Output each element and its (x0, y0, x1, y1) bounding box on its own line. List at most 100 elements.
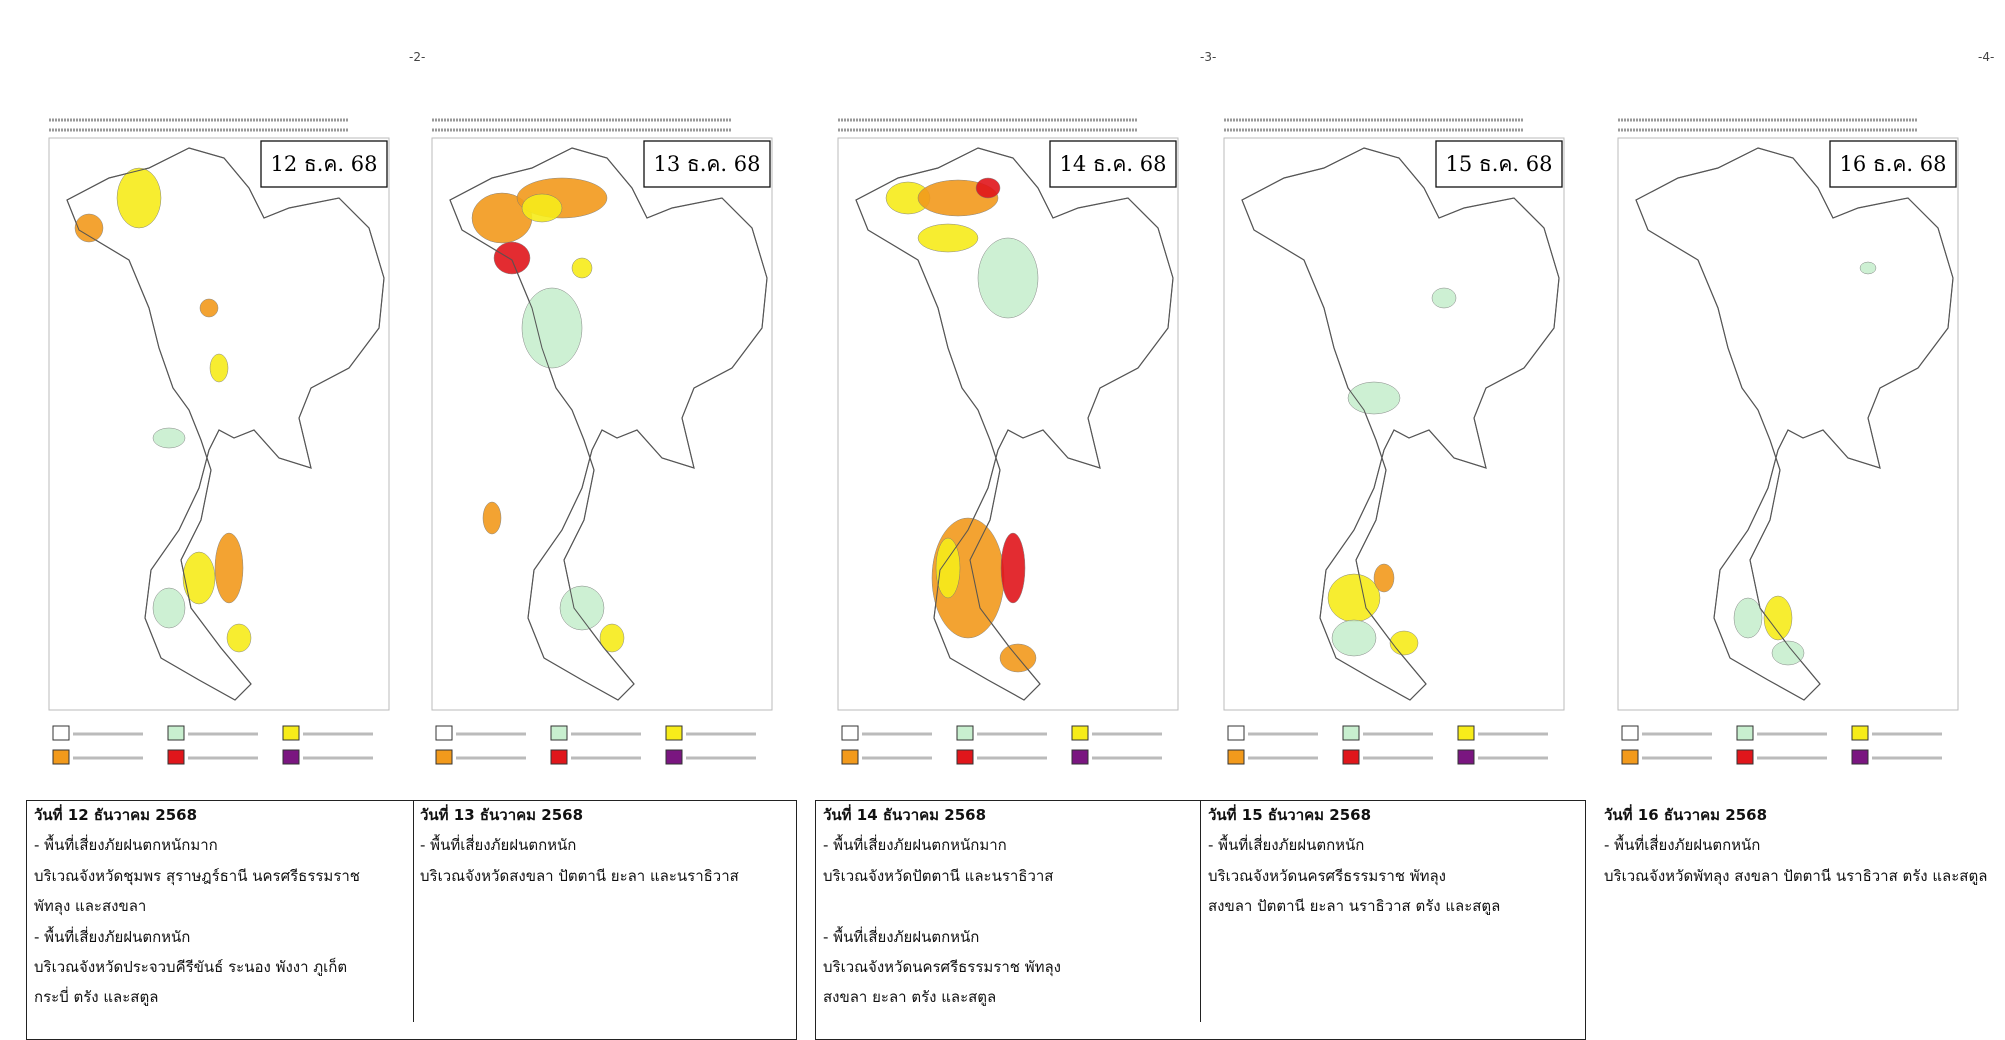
risk-area (975, 177, 1001, 199)
risk-area (116, 167, 162, 229)
legend-swatch (167, 749, 185, 765)
legend-swatch (1071, 749, 1089, 765)
risk-area (152, 587, 186, 629)
legend-swatch (167, 725, 185, 741)
risk-text: บริเวณจังหวัดปัตตานี และนราธิวาส (823, 866, 1054, 885)
date-box (1049, 140, 1177, 188)
legend-swatch (435, 725, 453, 741)
legend-swatch (1342, 749, 1360, 765)
day-column: วันที่ 12 ธันวาคม 2568 - พื้นที่เสี่ยงภัย… (34, 800, 360, 1013)
risk-text: - พื้นที่เสี่ยงภัยฝนตกหนักมาก (823, 836, 1007, 855)
legend-swatch (1457, 749, 1475, 765)
risk-area (1771, 640, 1805, 666)
risk-text: บริเวณจังหวัดนครศรีธรรมราช พัทลุง (1208, 866, 1447, 885)
day-column: วันที่ 15 ธันวาคม 2568 - พื้นที่เสี่ยงภัย… (1208, 800, 1500, 922)
legend-swatch (956, 749, 974, 765)
page-number: -3- (1200, 50, 1217, 64)
day-title: วันที่ 16 ธันวาคม 2568 (1604, 806, 1768, 824)
day-title: วันที่ 12 ธันวาคม 2568 (34, 806, 198, 824)
legend-swatch (665, 749, 683, 765)
risk-area (1389, 630, 1419, 656)
risk-area (917, 223, 979, 253)
date-box (1435, 140, 1563, 188)
risk-text: บริเวณจังหวัดประจวบคีรีขันธ์ ระนอง พังงา… (34, 957, 348, 976)
date-box (1829, 140, 1957, 188)
risk-area (1733, 597, 1763, 639)
risk-text: - พื้นที่เสี่ยงภัยฝนตกหนัก (1208, 836, 1365, 855)
legend-swatch (1342, 725, 1360, 741)
date-box (260, 140, 388, 188)
risk-areas (74, 167, 252, 653)
legend-swatch (1621, 725, 1639, 741)
map-panel: 15 ธ.ค. 68 (1223, 118, 1565, 765)
legend-swatch (1736, 725, 1754, 741)
divider (413, 800, 414, 1022)
legend-swatch (1851, 749, 1869, 765)
risk-text: บริเวณจังหวัดนครศรีธรรมราช พัทลุง (823, 957, 1062, 976)
map-panel: 13 ธ.ค. 68 (431, 118, 773, 765)
day-title: วันที่ 15 ธันวาคม 2568 (1208, 806, 1372, 824)
legend-swatch (1621, 749, 1639, 765)
risk-text: - พื้นที่เสี่ยงภัยฝนตกหนัก (34, 927, 191, 946)
risk-area (571, 257, 593, 279)
legend-swatch (52, 749, 70, 765)
risk-area (182, 551, 216, 605)
legend-swatch (1071, 725, 1089, 741)
risk-area (977, 237, 1039, 319)
risk-area (1859, 261, 1877, 275)
risk-text: สงขลา ปัตตานี ยะลา นราธิวาส ตรัง และสตูล (1208, 897, 1501, 916)
risk-area (521, 193, 563, 223)
risk-area (599, 623, 625, 653)
day-title: วันที่ 14 ธันวาคม 2568 (823, 806, 987, 824)
legend-swatch (52, 725, 70, 741)
map-panel: 14 ธ.ค. 68 (837, 118, 1179, 765)
risk-area (1331, 619, 1377, 657)
legend-swatch (282, 749, 300, 765)
risk-area (199, 298, 219, 318)
legend-swatch (1851, 725, 1869, 741)
date-box (643, 140, 771, 188)
date-label: 13 ธ.ค. 68 (653, 152, 760, 176)
risk-text: - พื้นที่เสี่ยงภัยฝนตกหนัก (823, 927, 980, 946)
legend-swatch (550, 749, 568, 765)
risk-area (521, 287, 583, 369)
day-title: วันที่ 13 ธันวาคม 2568 (420, 806, 584, 824)
legend-swatch (1457, 725, 1475, 741)
day-column: วันที่ 14 ธันวาคม 2568 - พื้นที่เสี่ยงภัย… (823, 800, 1061, 1013)
risk-area (935, 537, 961, 599)
maps: 12 ธ.ค. 68 13 ธ.ค. 68 14 ธ.ค. 68 15 ธ.ค. 68… (48, 118, 1959, 765)
risk-area (152, 427, 186, 449)
risk-area (226, 623, 252, 653)
risk-text: - พื้นที่เสี่ยงภัยฝนตกหนักมาก (34, 836, 218, 855)
risk-area (1373, 563, 1395, 593)
risk-area (1431, 287, 1457, 309)
date-label: 16 ธ.ค. 68 (1839, 152, 1946, 176)
risk-area (559, 585, 605, 631)
risk-area (74, 213, 104, 243)
risk-areas (1733, 261, 1877, 666)
map-panel: 12 ธ.ค. 68 (48, 118, 390, 765)
risk-text: - พื้นที่เสี่ยงภัยฝนตกหนัก (420, 836, 577, 855)
risk-text: พัทลุง และสงขลา (34, 897, 147, 916)
risk-area (214, 532, 244, 604)
legend-swatch (435, 749, 453, 765)
risk-area (482, 501, 502, 535)
legend-swatch (1227, 749, 1245, 765)
map-panel: 16 ธ.ค. 68 (1617, 118, 1959, 765)
page-number: -4- (1978, 50, 1995, 64)
legend-swatch (1227, 725, 1245, 741)
risk-area (1327, 573, 1381, 623)
risk-areas (885, 177, 1039, 673)
legend-swatch (665, 725, 683, 741)
risk-areas (471, 177, 625, 653)
legend-swatch (956, 725, 974, 741)
risk-text: บริเวณจังหวัดพัทลุง สงขลา ปัตตานี นราธิว… (1604, 866, 1988, 885)
spacer (823, 891, 1061, 921)
legend-swatch (550, 725, 568, 741)
day-column: วันที่ 16 ธันวาคม 2568 - พื้นที่เสี่ยงภัย… (1604, 800, 1987, 891)
page-number: -2- (409, 50, 426, 64)
legend-swatch (1736, 749, 1754, 765)
date-label: 12 ธ.ค. 68 (270, 152, 377, 176)
risk-text: - พื้นที่เสี่ยงภัยฝนตกหนัก (1604, 836, 1761, 855)
